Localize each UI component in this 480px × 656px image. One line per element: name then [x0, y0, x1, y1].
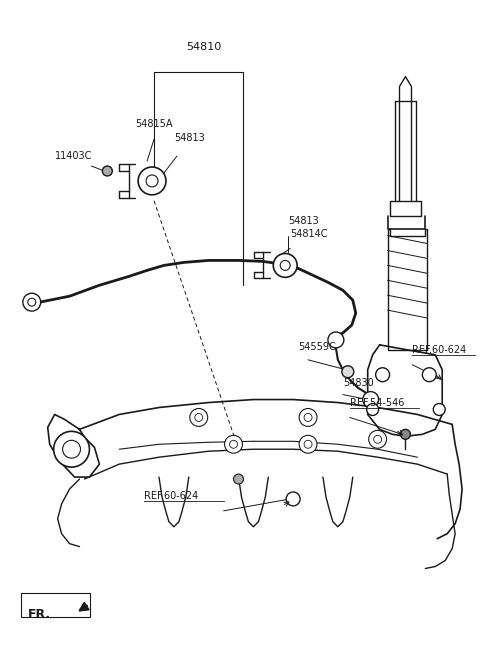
Text: 54559C: 54559C: [298, 342, 336, 352]
Circle shape: [195, 413, 203, 421]
Text: 54830: 54830: [343, 378, 373, 388]
Text: 11403C: 11403C: [55, 151, 92, 161]
Circle shape: [280, 260, 290, 270]
Circle shape: [400, 430, 410, 440]
Circle shape: [225, 436, 242, 453]
Text: FR.: FR.: [28, 608, 51, 621]
Circle shape: [273, 253, 297, 277]
Circle shape: [367, 403, 379, 415]
Circle shape: [234, 474, 243, 484]
Circle shape: [62, 440, 81, 458]
Circle shape: [328, 332, 344, 348]
Text: 54810: 54810: [186, 42, 221, 52]
FancyBboxPatch shape: [21, 593, 90, 617]
Circle shape: [422, 368, 436, 382]
Circle shape: [102, 166, 112, 176]
Circle shape: [433, 403, 445, 415]
Polygon shape: [48, 415, 99, 477]
Circle shape: [146, 175, 158, 187]
Circle shape: [190, 409, 208, 426]
Circle shape: [363, 392, 379, 407]
Text: 54813: 54813: [174, 133, 204, 143]
Circle shape: [299, 409, 317, 426]
Text: 54815A: 54815A: [135, 119, 173, 129]
Circle shape: [304, 413, 312, 421]
Circle shape: [376, 368, 390, 382]
Text: REF.60-624: REF.60-624: [412, 345, 467, 355]
Text: 54813: 54813: [288, 216, 319, 226]
Circle shape: [229, 440, 238, 448]
Circle shape: [28, 298, 36, 306]
Text: REF.60-624: REF.60-624: [144, 491, 198, 501]
Circle shape: [138, 167, 166, 195]
Circle shape: [54, 432, 89, 467]
Circle shape: [369, 430, 386, 448]
Circle shape: [342, 366, 354, 378]
Circle shape: [23, 293, 41, 311]
Circle shape: [373, 436, 382, 443]
Circle shape: [286, 492, 300, 506]
Text: 54814C: 54814C: [290, 228, 328, 239]
Polygon shape: [368, 345, 442, 436]
Circle shape: [299, 436, 317, 453]
Circle shape: [304, 440, 312, 448]
Text: REF.54-546: REF.54-546: [350, 398, 404, 407]
